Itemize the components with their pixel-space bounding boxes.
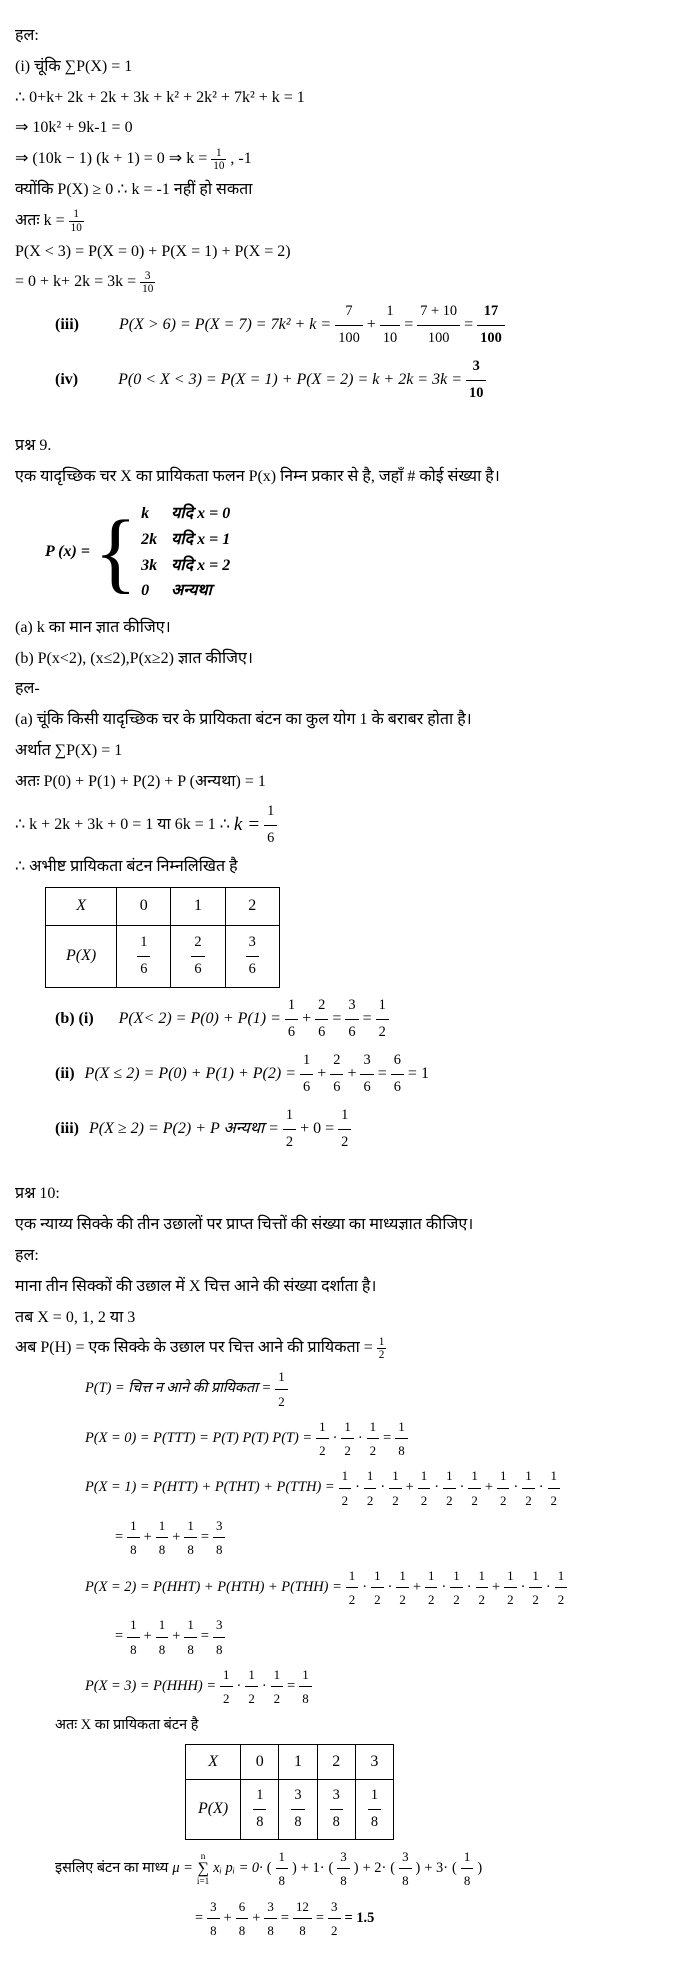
q10-label: प्रश्न 10:	[15, 1180, 681, 1209]
q9-sol-a4: ∴ k + 2k + 3k + 0 = 1 या 6k = 1 ∴ k = 16	[15, 799, 681, 852]
mean-line: इसलिए बंटन का माध्य μ = n∑i=1 xᵢ pᵢ = 0·…	[15, 1845, 681, 1893]
eq-6: P(X < 3) = P(X = 0) + P(X = 1) + P(X = 2…	[15, 238, 681, 267]
q10-l1: माना तीन सिक्कों की उछाल में X चित्त आने…	[15, 1273, 681, 1302]
sol3: हल:	[15, 1242, 681, 1271]
q10-l2: तब X = 0, 1, 2 या 3	[15, 1304, 681, 1333]
b-i: (b) (i) P(X< 2) = P(0) + P(1) = 16 + 26 …	[15, 993, 681, 1046]
q10-px1: P(X = 1) = P(HTT) + P(THT) + P(TTH) = 12…	[15, 1464, 681, 1512]
q9-b: (b) P(x<2), (x≤2),P(x≥2) ज्ञात कीजिए।	[15, 645, 681, 674]
piecewise: P (x) = { kयदि x = 0 2kयदि x = 1 3kयदि x…	[45, 501, 681, 603]
q9-text: एक यादृच्छिक चर X का प्रायिकता फलन P(x) …	[15, 463, 681, 492]
mean-line-2: = 38 + 68 + 38 = 128 = 32 = 1.5	[195, 1895, 681, 1943]
prob-table-1: X 0 1 2 P(X) 16 26 36	[45, 887, 280, 988]
q10-px2b: = 18 + 18 + 18 = 38	[15, 1613, 681, 1661]
q9-sol-a3: अतः P(0) + P(1) + P(2) + P (अन्यथा) = 1	[15, 768, 681, 797]
q10-px0: P(X = 0) = P(TTT) = P(T) P(T) P(T) = 12·…	[15, 1415, 681, 1463]
part-iv: (iv) P(0 < X < 3) = P(X = 1) + P(X = 2) …	[15, 354, 681, 407]
prob-table-2: X 0 1 2 3 P(X) 18 38 38 18	[185, 1744, 394, 1841]
q10-text: एक न्याय्य सिक्के की तीन उछालों पर प्राप…	[15, 1211, 681, 1240]
eq-1: ∴ 0+k+ 2k + 2k + 3k + k² + 2k² + 7k² + k…	[15, 84, 681, 113]
q9-a: (a) k का मान ज्ञात कीजिए।	[15, 614, 681, 643]
q9-sol-a5: ∴ अभीष्ट प्रायिकता बंटन निम्नलिखित है	[15, 853, 681, 882]
b-iii: (iii) P(X ≥ 2) = P(2) + P अन्यथा = 12 + …	[15, 1103, 681, 1156]
q10-dist: अतः X का प्रायिकता बंटन है	[15, 1713, 681, 1739]
q9-label: प्रश्न 9.	[15, 432, 681, 461]
eq-3: ⇒ (10k − 1) (k + 1) = 0 ⇒ k = 110 , -1	[15, 145, 681, 174]
eq-2: ⇒ 10k² + 9k-1 = 0	[15, 114, 681, 143]
solution-label: हल:	[15, 22, 681, 51]
sol2: हल-	[15, 675, 681, 704]
eq-7: = 0 + k+ 2k = 3k = 310	[15, 268, 681, 297]
eq-5: अतः k = 110	[15, 207, 681, 236]
q10-l3: अब P(H) = एक सिक्के के उछाल पर चित्त आने…	[15, 1334, 681, 1363]
eq-4: क्योंकि P(X) ≥ 0 ∴ k = -1 नहीं हो सकता	[15, 176, 681, 205]
b-ii: (ii) P(X ≤ 2) = P(0) + P(1) + P(2) = 16 …	[15, 1048, 681, 1101]
part-i: (i) चूंकि ∑P(X) = 1	[15, 53, 681, 82]
q10-pt: P(T) = चित्त न आने की प्रायिकता = 12	[15, 1365, 681, 1413]
q10-px3: P(X = 3) = P(HHH) = 12· 12· 12 = 18	[15, 1663, 681, 1711]
q10-px1b: = 18 + 18 + 18 = 38	[15, 1514, 681, 1562]
part-iii: (iii) P(X > 6) = P(X = 7) = 7k² + k = 71…	[15, 299, 681, 352]
q9-sol-a: (a) चूंकि किसी यादृच्छिक चर के प्रायिकता…	[15, 706, 681, 735]
q10-px2: P(X = 2) = P(HHT) + P(HTH) + P(THH) = 12…	[15, 1564, 681, 1612]
q9-sol-a2: अर्थात ∑P(X) = 1	[15, 737, 681, 766]
